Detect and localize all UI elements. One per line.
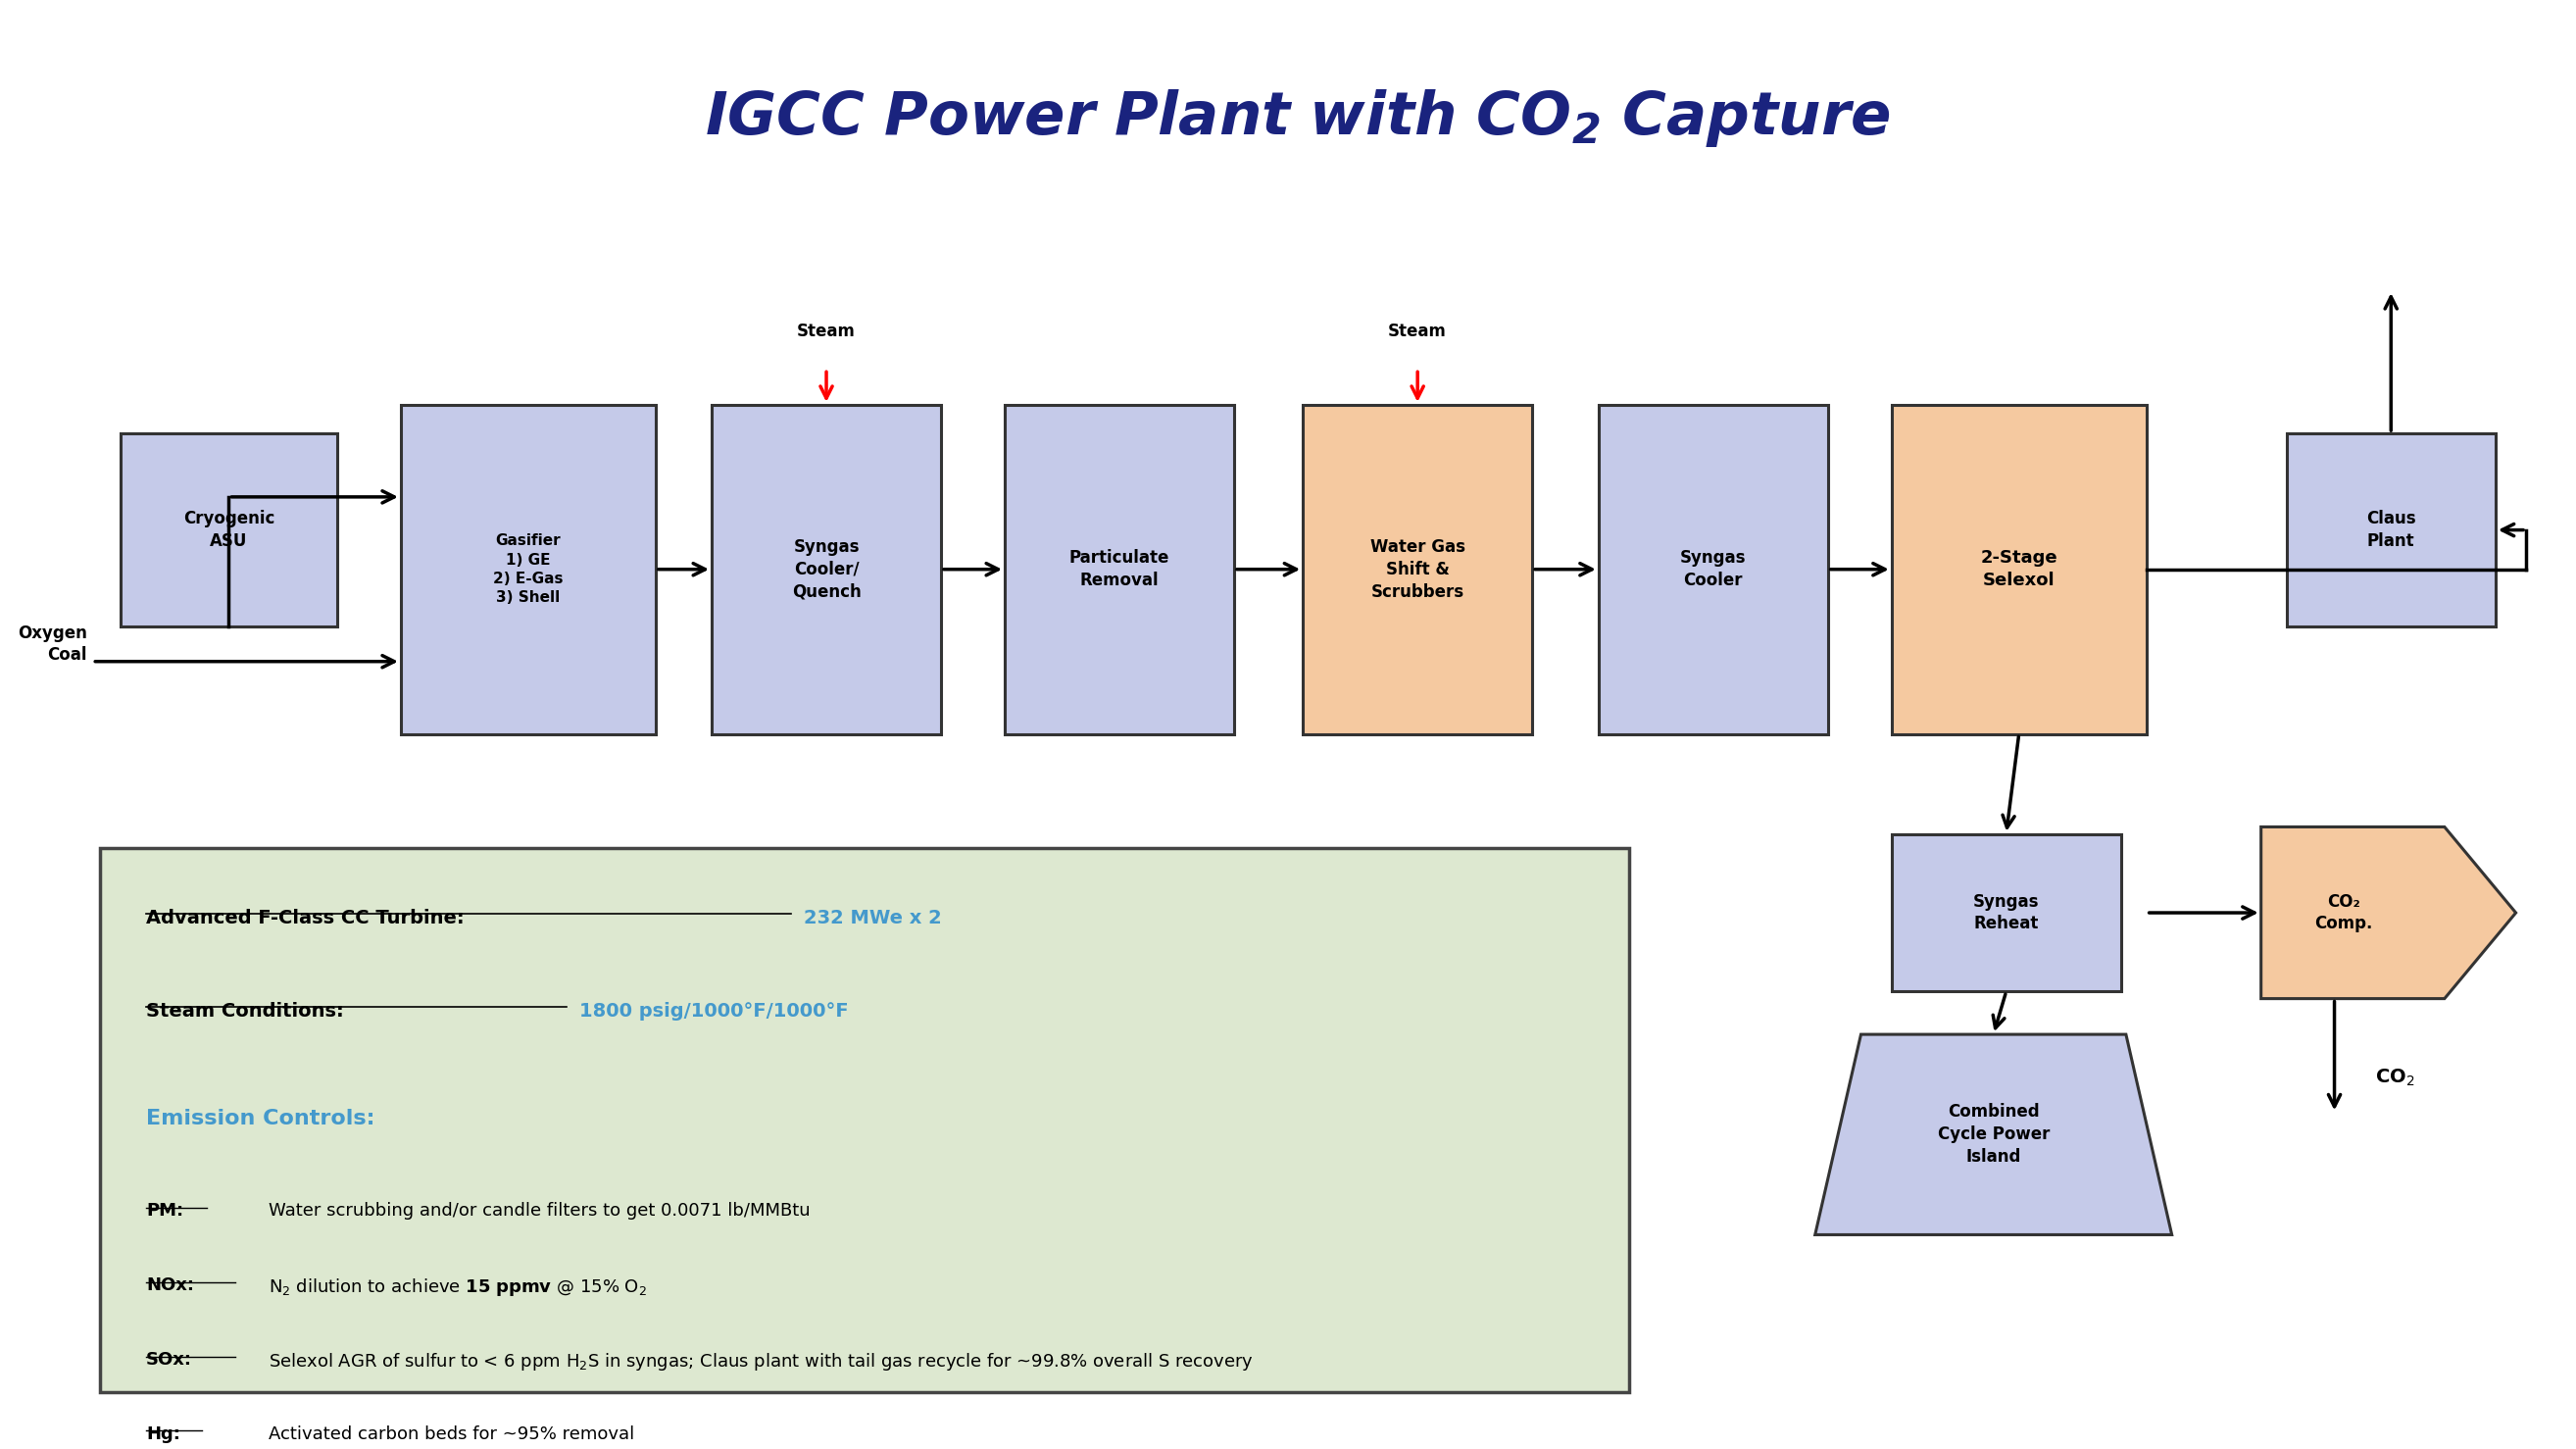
FancyBboxPatch shape (1891, 404, 2146, 733)
Text: NOx:: NOx: (147, 1277, 193, 1294)
Text: Combined
Cycle Power
Island: Combined Cycle Power Island (1937, 1103, 2050, 1166)
Text: Syngas
Reheat: Syngas Reheat (1973, 893, 2040, 933)
Text: Steam: Steam (796, 323, 855, 341)
Polygon shape (2262, 827, 2517, 998)
Text: N$_2$ dilution to achieve $\bf{15\ ppmv}$ @ 15% O$_2$: N$_2$ dilution to achieve $\bf{15\ ppmv}… (268, 1277, 647, 1298)
Text: Claus
Plant: Claus Plant (2367, 510, 2416, 551)
Text: 2-Stage
Selexol: 2-Stage Selexol (1981, 549, 2058, 590)
Text: Emission Controls:: Emission Controls: (147, 1108, 376, 1129)
FancyBboxPatch shape (2287, 433, 2496, 626)
Text: Water scrubbing and/or candle filters to get 0.0071 lb/MMBtu: Water scrubbing and/or candle filters to… (268, 1201, 809, 1220)
Text: Syngas
Cooler: Syngas Cooler (1680, 549, 1747, 590)
Polygon shape (1816, 1035, 2172, 1235)
Text: $\bfit{IGCC\ Power\ Plant\ with\ CO_2\ Capture}$: $\bfit{IGCC\ Power\ Plant\ with\ CO_2\ C… (706, 88, 1891, 149)
Text: Gasifier
1) GE
2) E-Gas
3) Shell: Gasifier 1) GE 2) E-Gas 3) Shell (492, 533, 564, 604)
Text: Steam: Steam (1388, 323, 1448, 341)
Text: PM:: PM: (147, 1201, 183, 1220)
Text: CO$_2$: CO$_2$ (2375, 1066, 2414, 1088)
FancyBboxPatch shape (1891, 835, 2120, 991)
Text: Selexol AGR of sulfur to < 6 ppm H$_2$S in syngas; Claus plant with tail gas rec: Selexol AGR of sulfur to < 6 ppm H$_2$S … (268, 1350, 1255, 1372)
Text: 232 MWe x 2: 232 MWe x 2 (804, 909, 940, 927)
FancyBboxPatch shape (1600, 404, 1829, 733)
Text: Water Gas
Shift &
Scrubbers: Water Gas Shift & Scrubbers (1370, 538, 1466, 600)
FancyBboxPatch shape (100, 848, 1628, 1392)
Text: Syngas
Cooler/
Quench: Syngas Cooler/ Quench (791, 538, 860, 600)
FancyBboxPatch shape (402, 404, 657, 733)
Text: Cryogenic
ASU: Cryogenic ASU (183, 510, 276, 551)
FancyBboxPatch shape (711, 404, 940, 733)
Text: Steam Conditions:: Steam Conditions: (147, 1001, 343, 1020)
Text: Oxygen
Coal: Oxygen Coal (18, 625, 88, 664)
Text: 1800 psig/1000°F/1000°F: 1800 psig/1000°F/1000°F (580, 1001, 848, 1020)
Text: Activated carbon beds for ~95% removal: Activated carbon beds for ~95% removal (268, 1424, 634, 1443)
FancyBboxPatch shape (1303, 404, 1533, 733)
FancyBboxPatch shape (121, 433, 337, 626)
FancyBboxPatch shape (1005, 404, 1234, 733)
Text: CO₂
Comp.: CO₂ Comp. (2313, 893, 2372, 933)
Text: Particulate
Removal: Particulate Removal (1069, 549, 1170, 590)
Text: SOx:: SOx: (147, 1350, 193, 1368)
Text: Advanced F-Class CC Turbine:: Advanced F-Class CC Turbine: (147, 909, 464, 927)
Text: Hg:: Hg: (147, 1424, 180, 1443)
